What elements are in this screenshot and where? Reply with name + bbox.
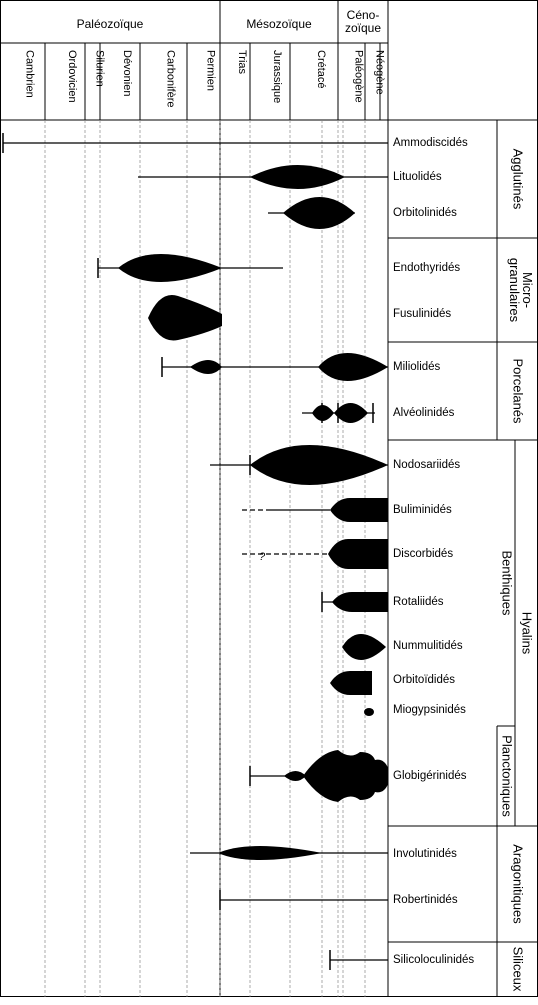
- abundance-shape: [148, 294, 222, 341]
- abundance-shape: [250, 445, 388, 485]
- abundance-shape: [334, 403, 368, 423]
- group-label: Benthiques: [500, 550, 515, 616]
- abundance-shape: [303, 750, 388, 802]
- period-label: Jurassique: [271, 50, 283, 103]
- era-label: Céno-zoïque: [345, 8, 381, 35]
- period-label: Cambrien: [24, 50, 36, 98]
- taxon-label: Endothyridés: [393, 262, 460, 274]
- taxon-label: Discorbidés: [393, 548, 453, 560]
- abundance-shape: [284, 771, 306, 781]
- group-label: Aragonitiques: [511, 844, 526, 924]
- abundance-shape: [330, 671, 372, 695]
- group-label: Porcelanés: [511, 358, 526, 424]
- taxon-label: Lituolidés: [393, 171, 442, 183]
- taxon-label: Silicoloculinidés: [393, 954, 474, 966]
- taxon-label: Fusulinidés: [393, 308, 451, 320]
- era-label: Paléozoïque: [77, 17, 144, 31]
- group-label: Micro-granulaires: [507, 258, 535, 323]
- group-label: Planctoniques: [500, 735, 515, 817]
- question-mark: ?: [259, 551, 266, 563]
- group-label: Hyalins: [520, 612, 535, 655]
- taxon-label: Involutinidés: [393, 848, 457, 860]
- taxon-label: Buliminidés: [393, 504, 452, 516]
- group-label: Agglutinés: [511, 149, 526, 210]
- taxon-label: Globigérinidés: [393, 770, 467, 782]
- taxon-label: Miliolidés: [393, 361, 441, 373]
- abundance-shape: [328, 539, 388, 569]
- taxon-label: Orbitoïdidés: [393, 674, 455, 686]
- taxon-label: Alvéolinidés: [393, 407, 455, 419]
- taxon-label: Ammodiscidés: [393, 137, 468, 149]
- abundance-shape: [283, 197, 355, 229]
- abundance-shape: [364, 708, 374, 716]
- taxon-label: Rotaliidés: [393, 596, 444, 608]
- abundance-shape: [312, 405, 334, 421]
- taxon-label: Nodosariidés: [393, 459, 460, 471]
- era-label: Mésozoïque: [246, 17, 312, 31]
- taxon-label: Robertinidés: [393, 894, 458, 906]
- abundance-shape: [332, 592, 388, 612]
- period-label: Dévonien: [121, 50, 133, 96]
- abundance-shape: [190, 360, 222, 374]
- abundance-shape: [250, 165, 345, 189]
- period-label: Crétacé: [315, 50, 327, 89]
- abundance-shape: [342, 634, 386, 660]
- period-label: Ordovicien: [66, 50, 78, 103]
- period-label: Paléogène: [353, 50, 365, 103]
- abundance-shape: [330, 498, 388, 522]
- abundance-shape: [218, 846, 322, 860]
- taxon-label: Nummulitidés: [393, 640, 463, 652]
- group-label: Siliceux: [511, 947, 526, 992]
- period-label: Permien: [205, 50, 217, 91]
- period-label: Néogène: [374, 50, 386, 95]
- abundance-shape: [318, 353, 388, 381]
- taxon-label: Orbitolinidés: [393, 207, 457, 219]
- period-label: Carbonifère: [165, 50, 177, 107]
- abundance-shape: [118, 254, 222, 282]
- period-label: Trias: [236, 50, 248, 75]
- taxon-label: Miogypsinidés: [393, 704, 466, 716]
